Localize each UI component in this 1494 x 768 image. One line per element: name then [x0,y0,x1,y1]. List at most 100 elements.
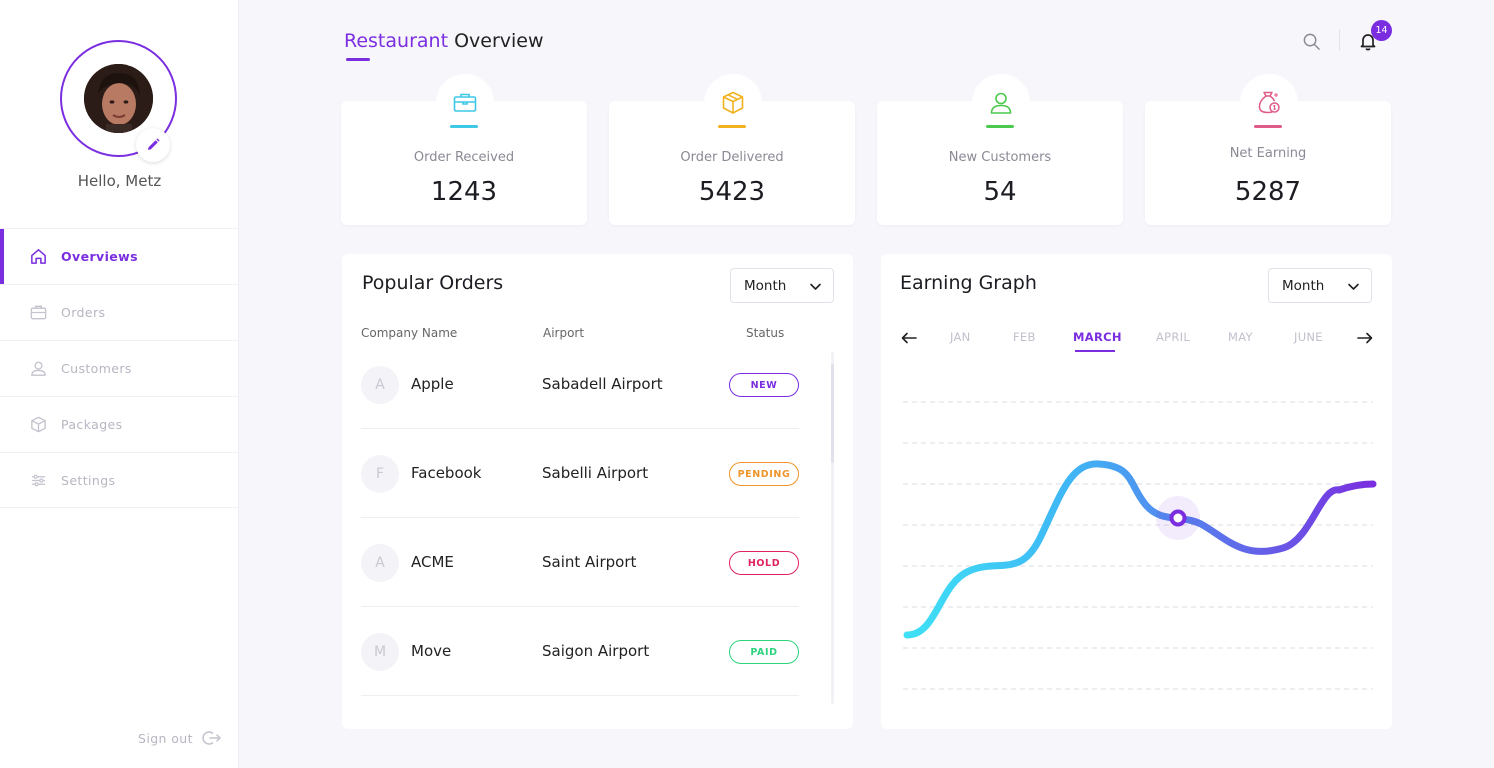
stat-label: Order Delivered [680,150,784,165]
next-months-button[interactable] [1356,330,1374,346]
airport-name: Sabelli Airport [542,464,649,482]
company-initial-avatar: M [361,633,399,671]
sidebar-nav: Overviews Orders Customers Packages Sett… [0,228,239,508]
earning-graph-panel: Earning Graph Month JAN FEB MARCH APRIL … [881,254,1392,729]
company-initial-avatar: A [361,366,399,404]
sidebar-item-label: Customers [61,361,132,376]
earning-line-chart [903,401,1377,690]
stat-icon-container [704,74,762,132]
user-icon [28,359,48,379]
stat-label: Order Received [413,150,515,165]
title-underline [346,58,370,61]
dropdown-value: Month [1282,277,1325,294]
month-tab-march[interactable]: MARCH [1073,330,1122,344]
notifications-button[interactable] [1356,29,1380,53]
table-row[interactable]: A Apple Sabadell Airport NEW [361,340,799,429]
previous-months-button[interactable] [900,330,918,346]
scrollbar-thumb[interactable] [831,364,834,463]
airport-name: Saigon Airport [542,642,650,660]
edit-profile-button[interactable] [136,128,170,162]
avatar[interactable] [84,64,153,133]
notification-badge: 14 [1371,20,1392,41]
pencil-icon [148,138,160,150]
earning-graph-period-select[interactable]: Month [1268,268,1372,303]
home-icon [28,247,48,267]
sidebar-item-label: Packages [61,417,123,432]
company-initial-avatar: F [361,455,399,493]
popular-orders-period-select[interactable]: Month [730,268,834,303]
stat-accent-line [718,125,746,128]
company-name: Move [411,642,452,660]
arrow-left-icon [901,332,917,344]
stat-value: 5287 [1234,177,1302,207]
status-badge: PENDING [729,462,799,486]
sign-out-label: Sign out [138,730,193,746]
sidebar-item-label: Settings [61,472,116,488]
column-header-company: Company Name [361,326,458,340]
user-icon [990,92,1012,114]
package-icon [28,415,48,435]
sidebar-item-packages[interactable]: Packages [0,396,239,452]
sidebar: Hello, Metz Overviews Orders Customers P… [0,0,239,768]
table-row[interactable]: F Facebook Sabelli Airport PENDING [361,429,799,518]
chevron-down-icon [1348,283,1359,290]
stat-card-net-earning: Net Earning 5287 [1145,74,1391,225]
column-header-airport: Airport [543,326,585,340]
status-badge: HOLD [729,551,799,575]
table-row[interactable]: A ACME Saint Airport HOLD [361,518,799,607]
stat-accent-line [1254,125,1282,128]
greeting: Hello, Metz [77,172,162,190]
panel-title: Popular Orders [362,272,504,294]
month-tab-jan[interactable]: JAN [950,330,971,344]
table-row[interactable]: M Move Saigon Airport PAID [361,607,799,696]
selected-point-marker[interactable] [1169,509,1187,527]
status-badge: NEW [729,373,799,397]
month-tab-april[interactable]: APRIL [1156,330,1191,344]
sidebar-item-label: Overviews [61,249,138,264]
stat-icon-container [1240,74,1298,132]
airport-name: Sabadell Airport [542,375,663,393]
search-button[interactable] [1300,30,1322,52]
company-name: ACME [411,553,454,571]
airport-name: Saint Airport [542,553,637,571]
briefcase-icon [28,303,48,323]
month-tab-feb[interactable]: FEB [1013,330,1036,344]
stat-card-order-received: Order Received 1243 [341,74,587,225]
popular-orders-panel: Popular Orders Month Company Name Airpor… [342,254,853,729]
logout-icon [202,730,222,746]
header-divider [1339,29,1340,51]
stat-card-order-delivered: Order Delivered 5423 [609,74,855,225]
sidebar-item-orders[interactable]: Orders [0,284,239,340]
page-title-accent: Restaurant [344,30,449,52]
stat-icon-container [972,74,1030,132]
search-icon [1303,33,1320,50]
sign-out-button[interactable]: Sign out [138,730,222,746]
stat-label: New Customers [948,150,1052,165]
sidebar-item-settings[interactable]: Settings [0,452,239,508]
page-title: Restaurant Overview [344,30,544,52]
sliders-icon [28,470,48,490]
profile-avatar-ring [60,40,177,162]
dropdown-value: Month [744,277,787,294]
month-tab-june[interactable]: JUNE [1294,330,1323,344]
earning-line [903,460,1377,639]
panel-title: Earning Graph [900,272,1037,294]
sidebar-item-customers[interactable]: Customers [0,340,239,396]
chart-gridlines [903,401,1373,690]
sidebar-item-label: Orders [61,305,106,320]
company-name: Apple [411,375,454,393]
page-title-rest: Overview [454,30,544,52]
column-header-status: Status [746,326,785,340]
chevron-down-icon [810,283,821,290]
month-tab-may[interactable]: MAY [1228,330,1253,344]
stat-accent-line [986,125,1014,128]
stat-card-new-customers: New Customers 54 [877,74,1123,225]
sidebar-item-overviews[interactable]: Overviews [0,228,239,284]
stat-value: 54 [983,177,1017,207]
stat-value: 1243 [430,177,498,207]
package-icon [722,91,744,114]
money-bag-icon [1258,91,1280,114]
company-name: Facebook [411,464,482,482]
scrollbar-track[interactable] [831,352,834,704]
stat-accent-line [450,125,478,128]
